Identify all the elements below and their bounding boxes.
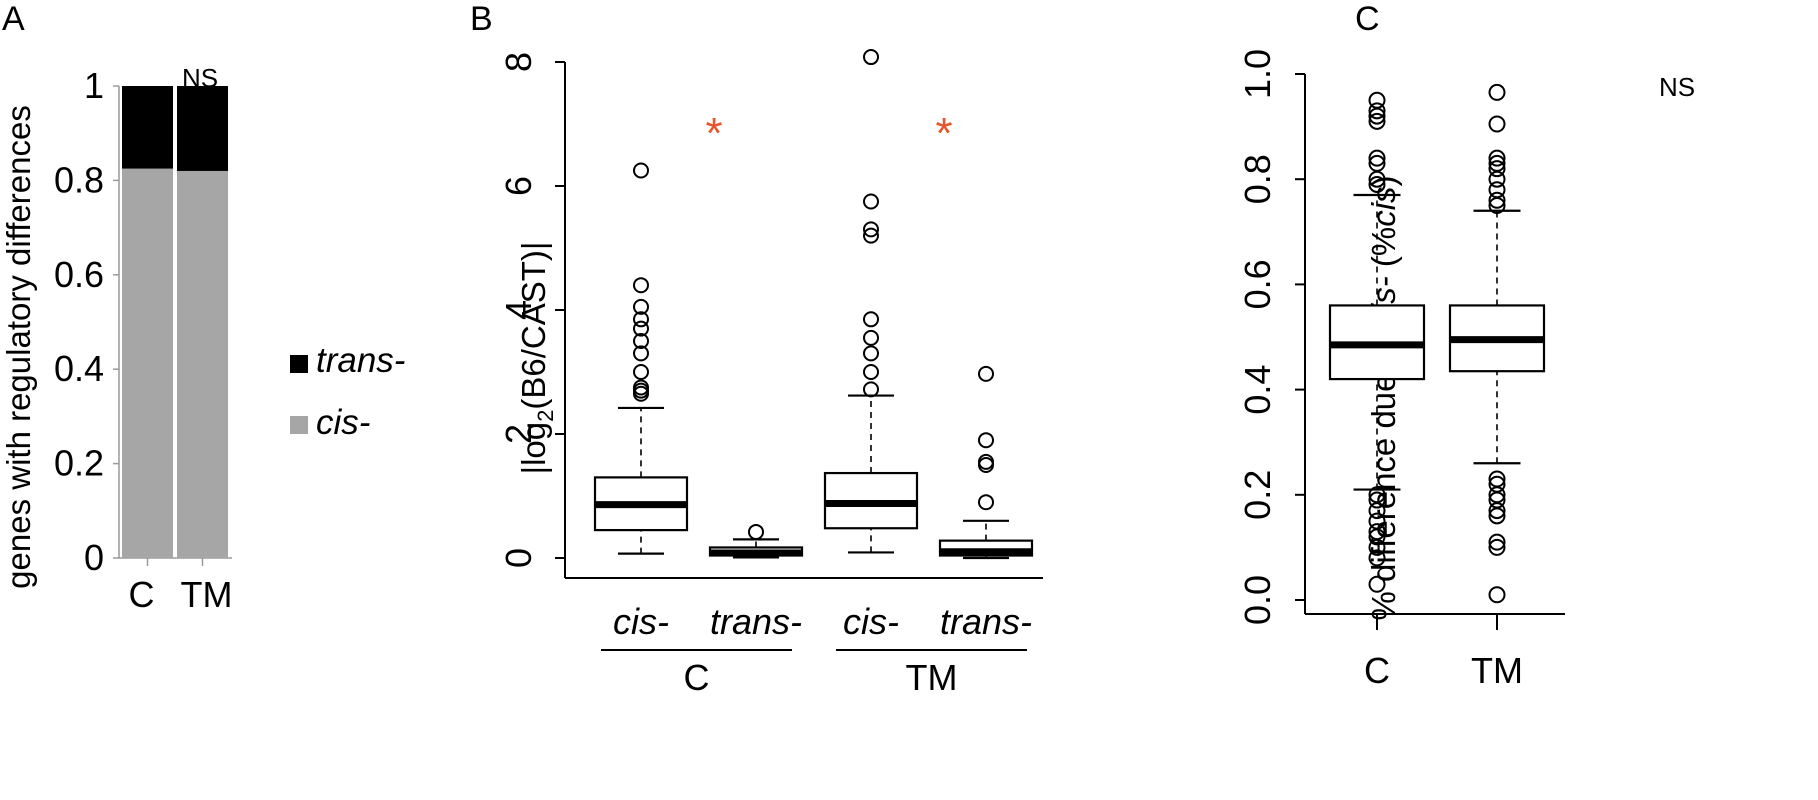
panel-b-box-tm-cis-outlier-8 xyxy=(863,49,879,66)
panel-c-y-tick-label-0: 0.0 xyxy=(1237,575,1278,625)
legend-swatch-trans xyxy=(290,355,308,373)
panel-b-y-tick-label-2: 4 xyxy=(498,300,539,320)
panel-b-y-axis-label-subscript: 2 xyxy=(533,410,558,422)
panel-a-stacked-bar-chart: NS genes with regulatory differences tra… xyxy=(0,63,405,615)
panel-c-box-tm-outlier-16 xyxy=(1488,115,1506,133)
panel-b-y-tick-label-1: 2 xyxy=(498,424,539,444)
panel-c-box-c-outlier-12 xyxy=(1368,149,1386,167)
panel-c-box-tm-outlier-13 xyxy=(1488,160,1506,178)
panel-b-box-tm-cis-outlier-2 xyxy=(863,345,879,362)
panel-b-box-c-trans-significance-marker: * xyxy=(705,109,722,158)
panel-c-box-c-outlier-4 xyxy=(1368,523,1386,541)
panel-c-y-axis-label-italic2: cis xyxy=(1365,186,1402,226)
panel-b-box-tm-trans-significance-marker: * xyxy=(935,109,952,158)
panel-a-bar-c-cis xyxy=(122,168,173,558)
panel-a-bar-c-trans xyxy=(122,86,173,169)
panel-a-x-tick-label-1: TM xyxy=(181,574,233,615)
panel-b-box-tm-trans-outlier-4 xyxy=(978,365,994,382)
panel-b-box-tm-cis-outlier-6 xyxy=(863,221,879,238)
panel-a-y-tick-label-0: 0 xyxy=(84,537,104,578)
panel-c-box-c-outlier-5 xyxy=(1368,512,1386,530)
panel-a-x-tick-label-0: C xyxy=(129,574,155,615)
panel-c-y-tick-label-4: 0.8 xyxy=(1237,154,1278,204)
panel-c-y-axis-label-suffix: (% xyxy=(1365,227,1402,277)
panel-c-box-tm-outlier-11 xyxy=(1488,181,1506,199)
panel-c-box-c-outlier-16 xyxy=(1368,91,1386,109)
panel-c-box-tm-outlier-17 xyxy=(1488,83,1506,101)
panel-c-y-tick-label-2: 0.4 xyxy=(1237,365,1278,415)
panel-b-box-tm-trans-outlier-0 xyxy=(978,494,994,511)
panel-c-ns-annotation: NS xyxy=(1659,72,1695,102)
panel-a-y-tick-label-3: 0.6 xyxy=(54,254,104,295)
panel-c-boxplot: NS % difference due to cis- (%cis) 0.00.… xyxy=(1237,49,1695,691)
panel-b-box-c-cis-outlier-10 xyxy=(633,162,649,179)
panel-b-y-tick-label-4: 8 xyxy=(498,52,539,72)
panel-b-group-label-tm: TM xyxy=(906,657,958,698)
panel-label-b: B xyxy=(470,0,493,38)
panel-label-c: C xyxy=(1355,0,1380,38)
panel-b-box-tm-cis-outlier-7 xyxy=(863,193,879,210)
panel-b-box-tm-cis-outlier-3 xyxy=(863,329,879,346)
panel-b-y-axis-label: |log2(B6/CAST)| xyxy=(515,242,558,475)
panel-c-box-c-outlier-13 xyxy=(1368,112,1386,130)
panel-b-box-c-cis-outlier-7 xyxy=(633,311,649,328)
panel-b-box-tm-cis-outlier-4 xyxy=(863,311,879,328)
legend-label-cis: cis- xyxy=(316,403,370,442)
panel-c-box-tm-outlier-10 xyxy=(1488,191,1506,209)
panel-b-y-axis-label-prefix: |log xyxy=(515,422,552,475)
legend-swatch-cis xyxy=(290,416,308,434)
panel-b-box-c-cis-outlier-8 xyxy=(633,298,649,315)
panel-b-box-tm-cis-label: cis- xyxy=(843,601,899,642)
panel-b-box-c-cis-outlier-9 xyxy=(633,277,649,294)
panel-a-y-tick-label-4: 0.8 xyxy=(54,159,104,200)
panel-a-y-axis-label: genes with regulatory differences xyxy=(0,105,37,589)
panel-label-a: A xyxy=(2,0,25,38)
panel-c-box-c-outlier-8 xyxy=(1368,486,1386,504)
panel-c-box-tm-outlier-7 xyxy=(1488,475,1506,493)
panel-b-box-c-cis-outlier-3 xyxy=(633,364,649,380)
panel-b-box-tm-trans-outlier-2 xyxy=(978,453,994,470)
panel-c-box-c-outlier-7 xyxy=(1368,491,1386,509)
panel-a-y-tick-label-2: 0.4 xyxy=(54,348,104,389)
panel-b-box-tm-trans-outlier-3 xyxy=(978,432,994,449)
panel-c-y-tick-label-1: 0.2 xyxy=(1237,470,1278,520)
panel-b-boxplot: |log2(B6/CAST)| 02468cis-trans-*cis-tran… xyxy=(498,49,1043,698)
panel-b-y-tick-label-0: 0 xyxy=(498,548,539,568)
panel-c-box-c-outlier-0 xyxy=(1368,575,1386,593)
legend-label-trans: trans- xyxy=(316,341,405,380)
panel-b-box-c-trans-outlier-0 xyxy=(748,523,764,540)
panel-c-box-tm-outlier-8 xyxy=(1488,470,1506,488)
panel-c-box-tm-outlier-14 xyxy=(1488,154,1506,172)
panel-b-box-tm-cis-outlier-1 xyxy=(863,364,879,380)
panel-b-box-tm-cis-outlier-0 xyxy=(863,381,879,398)
panel-c-box-c-outlier-15 xyxy=(1368,102,1386,120)
panel-c-box-tm-outlier-2 xyxy=(1488,533,1506,551)
panel-c-box-tm-x-label: TM xyxy=(1471,650,1523,691)
panel-a-bar-tm-trans xyxy=(177,86,228,171)
panel-c-box-tm-outlier-0 xyxy=(1488,586,1506,604)
panel-c-box-tm-outlier-15 xyxy=(1488,149,1506,167)
panel-b-box-tm-trans-label: trans- xyxy=(940,601,1032,642)
panel-c-box-c-outlier-1 xyxy=(1368,549,1386,567)
panel-b-group-label-c: C xyxy=(684,657,710,698)
panel-b-box-c-cis-outlier-4 xyxy=(633,345,649,362)
panel-c-box-c-x-label: C xyxy=(1364,650,1390,691)
panel-c-y-tick-label-3: 0.6 xyxy=(1237,259,1278,309)
panel-b-box-tm-cis-outlier-5 xyxy=(863,227,879,244)
panel-a-y-tick-label-5: 1 xyxy=(84,65,104,106)
panel-b-box-c-cis-label: cis- xyxy=(613,601,669,642)
panel-b-box-c-trans-label: trans- xyxy=(710,601,802,642)
panel-c-box-tm-outlier-1 xyxy=(1488,538,1506,556)
panel-a-y-tick-label-1: 0.2 xyxy=(54,443,104,484)
panel-b-y-axis-label-suffix: (B6/CAST)| xyxy=(515,242,552,410)
panel-b-y-tick-label-3: 6 xyxy=(498,176,539,196)
panel-b-box-c-cis-outlier-2 xyxy=(633,379,649,396)
panel-c-box-c-outlier-9 xyxy=(1368,175,1386,193)
panel-b-box-c-cis-outlier-6 xyxy=(633,320,649,337)
panel-c-y-tick-label-5: 1.0 xyxy=(1237,49,1278,99)
panel-c-box-c-outlier-11 xyxy=(1368,154,1386,172)
panel-a-bar-tm-cis xyxy=(177,170,228,558)
panel-b-box-c-cis-outlier-5 xyxy=(633,333,649,349)
